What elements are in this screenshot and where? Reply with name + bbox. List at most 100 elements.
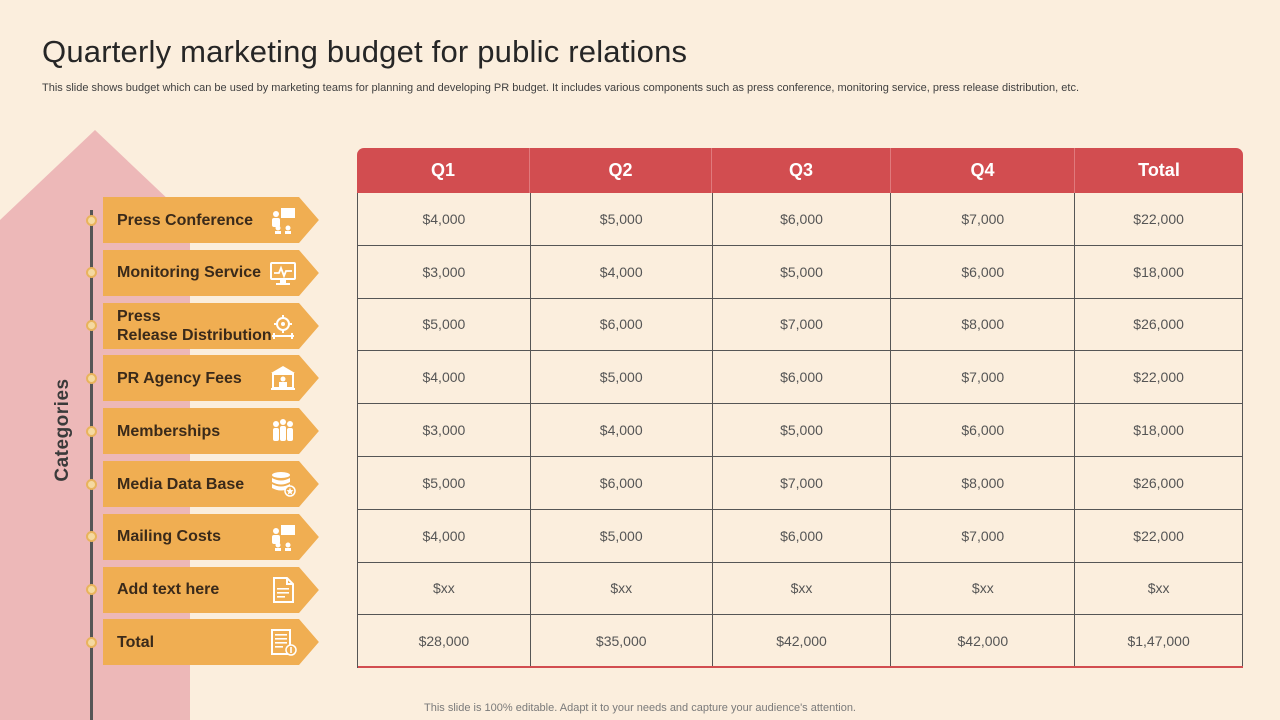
table-cell: $26,000 (1075, 456, 1244, 509)
table-cell: $6,000 (713, 351, 892, 404)
table-cell: $7,000 (891, 193, 1076, 245)
timeline-dot (86, 478, 97, 490)
table-row: $3,000 $4,000 $5,000 $6,000 $18,000 (358, 404, 1244, 457)
table-cell: $5,000 (358, 456, 531, 509)
category-tag: Total (103, 619, 321, 666)
timeline-dot (86, 584, 97, 596)
table-cell: $18,000 (1075, 404, 1244, 456)
table-cell: $6,000 (531, 456, 713, 509)
timeline-dot (86, 372, 97, 384)
table-cell: $7,000 (713, 298, 892, 351)
table-cell: $6,000 (713, 193, 892, 245)
footer-note: This slide is 100% editable. Adapt it to… (424, 702, 856, 714)
category-tag: Media Data Base (103, 461, 321, 507)
table-cell: $28,000 (358, 615, 531, 667)
timeline-dot (86, 636, 97, 648)
table-cell: $7,000 (891, 509, 1076, 562)
table-cell: $22,000 (1075, 509, 1244, 562)
table-row: $4,000 $5,000 $6,000 $7,000 $22,000 (358, 351, 1244, 405)
category-label: Mailing Costs (117, 528, 222, 546)
timeline-dot (86, 320, 97, 332)
category-tag: Add text here (103, 566, 321, 613)
table-cell: $4,000 (531, 245, 713, 298)
table-row: $5,000 $6,000 $7,000 $8,000 $26,000 (358, 456, 1244, 510)
table-cell: $22,000 (1075, 193, 1244, 245)
table-cell: $3,000 (358, 404, 531, 456)
column-header: Q3 (712, 148, 891, 193)
category-label: Total (117, 633, 155, 651)
table-cell: $35,000 (531, 615, 713, 667)
table-body: $4,000 $5,000 $6,000 $7,000 $22,000 $3,000 $4,… (357, 193, 1244, 669)
category-label: Press Release Distribution (117, 307, 272, 344)
database-icon (272, 472, 296, 497)
category-tag: Memberships (103, 408, 321, 455)
category-tag: PR Agency Fees (103, 355, 321, 402)
page-subtitle: This slide shows budget which can be use… (42, 82, 1080, 94)
table-cell: $xx (1075, 562, 1244, 615)
table-cell: $4,000 (358, 351, 531, 404)
category-label: Add text here (117, 581, 220, 599)
table-row: $28,000 $35,000 $42,000 $42,000 $1,47,000 (358, 615, 1244, 669)
column-header: Q2 (530, 148, 712, 193)
table-cell: $7,000 (891, 351, 1076, 404)
table-cell: $4,000 (531, 404, 713, 456)
category-tag: Press Conference (103, 197, 321, 243)
category-label: Media Data Base (117, 475, 245, 493)
timeline-dot (86, 214, 97, 226)
monitor-chart-icon (270, 261, 296, 285)
agency-building-icon (271, 366, 295, 391)
document-icon (273, 576, 294, 603)
column-header: Q1 (357, 148, 530, 193)
presenter-icon (272, 208, 295, 234)
table-cell: $3,000 (358, 245, 531, 298)
timeline-line (90, 210, 93, 720)
presenter-icon (272, 524, 295, 551)
distribution-gear-icon (272, 314, 294, 339)
table-cell: $42,000 (891, 615, 1076, 667)
categories-axis-label: Categories (52, 378, 73, 482)
table-row: $3,000 $4,000 $5,000 $6,000 $18,000 (358, 245, 1244, 299)
table-cell: $xx (358, 562, 531, 615)
column-header: Total (1138, 160, 1180, 180)
table-cell: $5,000 (713, 245, 892, 298)
category-label: Press Conference (117, 211, 254, 229)
table-row: $4,000 $5,000 $6,000 $7,000 $22,000 (358, 193, 1244, 246)
table-cell: $5,000 (531, 351, 713, 404)
category-tag: Press Release Distribution (103, 302, 321, 349)
group-members-icon (273, 419, 293, 442)
table-cell: $42,000 (713, 615, 892, 667)
category-label: Memberships (117, 422, 221, 440)
table-cell: $22,000 (1075, 351, 1244, 404)
table-cell: $8,000 (891, 298, 1076, 351)
table-cell: $18,000 (1075, 245, 1244, 298)
timeline-dot (86, 425, 97, 437)
table-cell: $4,000 (358, 509, 531, 562)
table-cell: $6,000 (531, 298, 713, 351)
table-cell: $xx (531, 562, 713, 615)
budget-table: Q1 Q2 Q3 Q4 Total $4,000 $5,000 $6,000 $7,000 $2… (357, 148, 1244, 669)
table-cell: $7,000 (713, 456, 892, 509)
category-label: Monitoring Service (117, 264, 262, 282)
table-row: $xx $xx $xx $xx $xx (358, 562, 1244, 616)
invoice-icon (271, 629, 297, 657)
timeline-dot (86, 267, 97, 279)
table-cell: $5,000 (358, 298, 531, 351)
timeline-dot (86, 531, 97, 543)
table-cell: $5,000 (531, 193, 713, 245)
table-cell: $6,000 (713, 509, 892, 562)
category-tag: Mailing Costs (103, 513, 321, 560)
column-header: Q4 (891, 148, 1075, 193)
page-title: Quarterly marketing budget for public re… (42, 34, 688, 69)
table-cell: $8,000 (891, 456, 1076, 509)
table-cell: $5,000 (713, 404, 892, 456)
table-row: $4,000 $5,000 $6,000 $7,000 $22,000 (358, 509, 1244, 563)
table-header: Q1 Q2 Q3 Q4 Total (357, 148, 1243, 193)
table-cell: $6,000 (891, 245, 1076, 298)
table-cell: $xx (891, 562, 1076, 615)
category-tag: Monitoring Service (103, 249, 321, 296)
table-cell: $26,000 (1075, 298, 1244, 351)
table-cell: $1,47,000 (1075, 615, 1244, 667)
table-row: $5,000 $6,000 $7,000 $8,000 $26,000 (358, 298, 1244, 352)
table-cell: $xx (713, 562, 892, 615)
table-cell: $4,000 (358, 193, 531, 245)
